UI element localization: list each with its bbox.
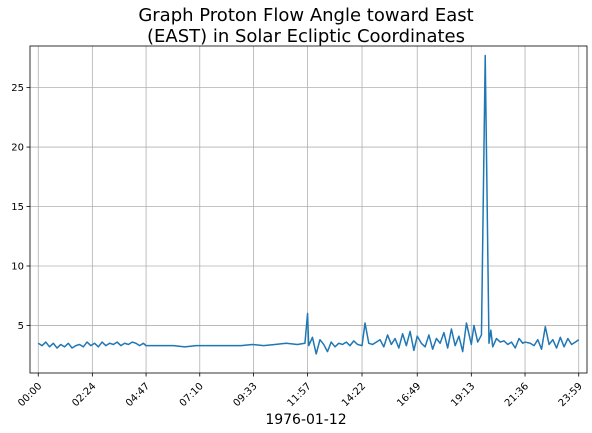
- y-tick-label: 20: [11, 143, 24, 154]
- chart-title-line-1: Graph Proton Flow Angle toward East: [138, 5, 473, 26]
- series-line: [37, 54, 580, 355]
- x-tick-label: 23:59: [557, 381, 585, 409]
- x-tick-label: 09:33: [231, 381, 259, 409]
- plot-area: [37, 54, 580, 355]
- grid: [30, 46, 587, 373]
- x-tick-label: 02:24: [70, 381, 98, 409]
- y-tick-label: 5: [18, 321, 24, 332]
- x-tick-label: 16:49: [395, 381, 423, 409]
- y-axis: 5 10 15 20 25: [11, 83, 30, 332]
- x-axis-label: 1976-01-12: [265, 412, 346, 428]
- x-axis: 00:00 02:24 04:47 07:10 09:33 11:57 14:22 16:49…: [16, 373, 585, 409]
- y-tick-label: 25: [11, 83, 24, 94]
- y-tick-label: 10: [11, 261, 24, 272]
- x-tick-label: 11:57: [286, 381, 314, 409]
- x-tick-label: 19:13: [449, 381, 477, 409]
- chart-title-line-2: (EAST) in Solar Ecliptic Coordinates: [147, 26, 465, 47]
- x-tick-label: 21:36: [503, 381, 531, 409]
- plot-frame: [29, 45, 588, 374]
- x-tick-label: 14:22: [340, 381, 368, 409]
- x-tick-label: 00:00: [16, 381, 44, 409]
- y-tick-label: 15: [11, 202, 24, 213]
- x-tick-label: 04:47: [124, 381, 152, 409]
- x-tick-label: 07:10: [178, 381, 206, 409]
